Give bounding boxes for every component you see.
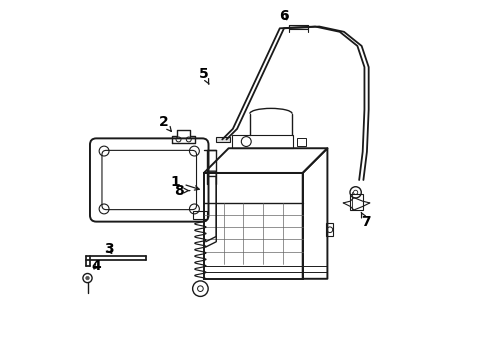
Circle shape [85,276,89,280]
Text: 7: 7 [361,212,370,229]
Bar [193,211,207,219]
Bar [216,137,230,142]
Text: 5: 5 [199,67,208,84]
Text: 6: 6 [279,9,288,23]
Bar [296,138,305,147]
Bar [288,25,307,30]
Text: 3: 3 [103,242,113,256]
Text: 1: 1 [170,175,199,190]
Text: 8: 8 [174,184,189,198]
Bar [349,194,362,210]
Bar [203,173,302,279]
Bar [232,135,293,148]
Bar [325,223,333,237]
Text: 2: 2 [158,115,171,131]
Text: 4: 4 [91,260,101,274]
